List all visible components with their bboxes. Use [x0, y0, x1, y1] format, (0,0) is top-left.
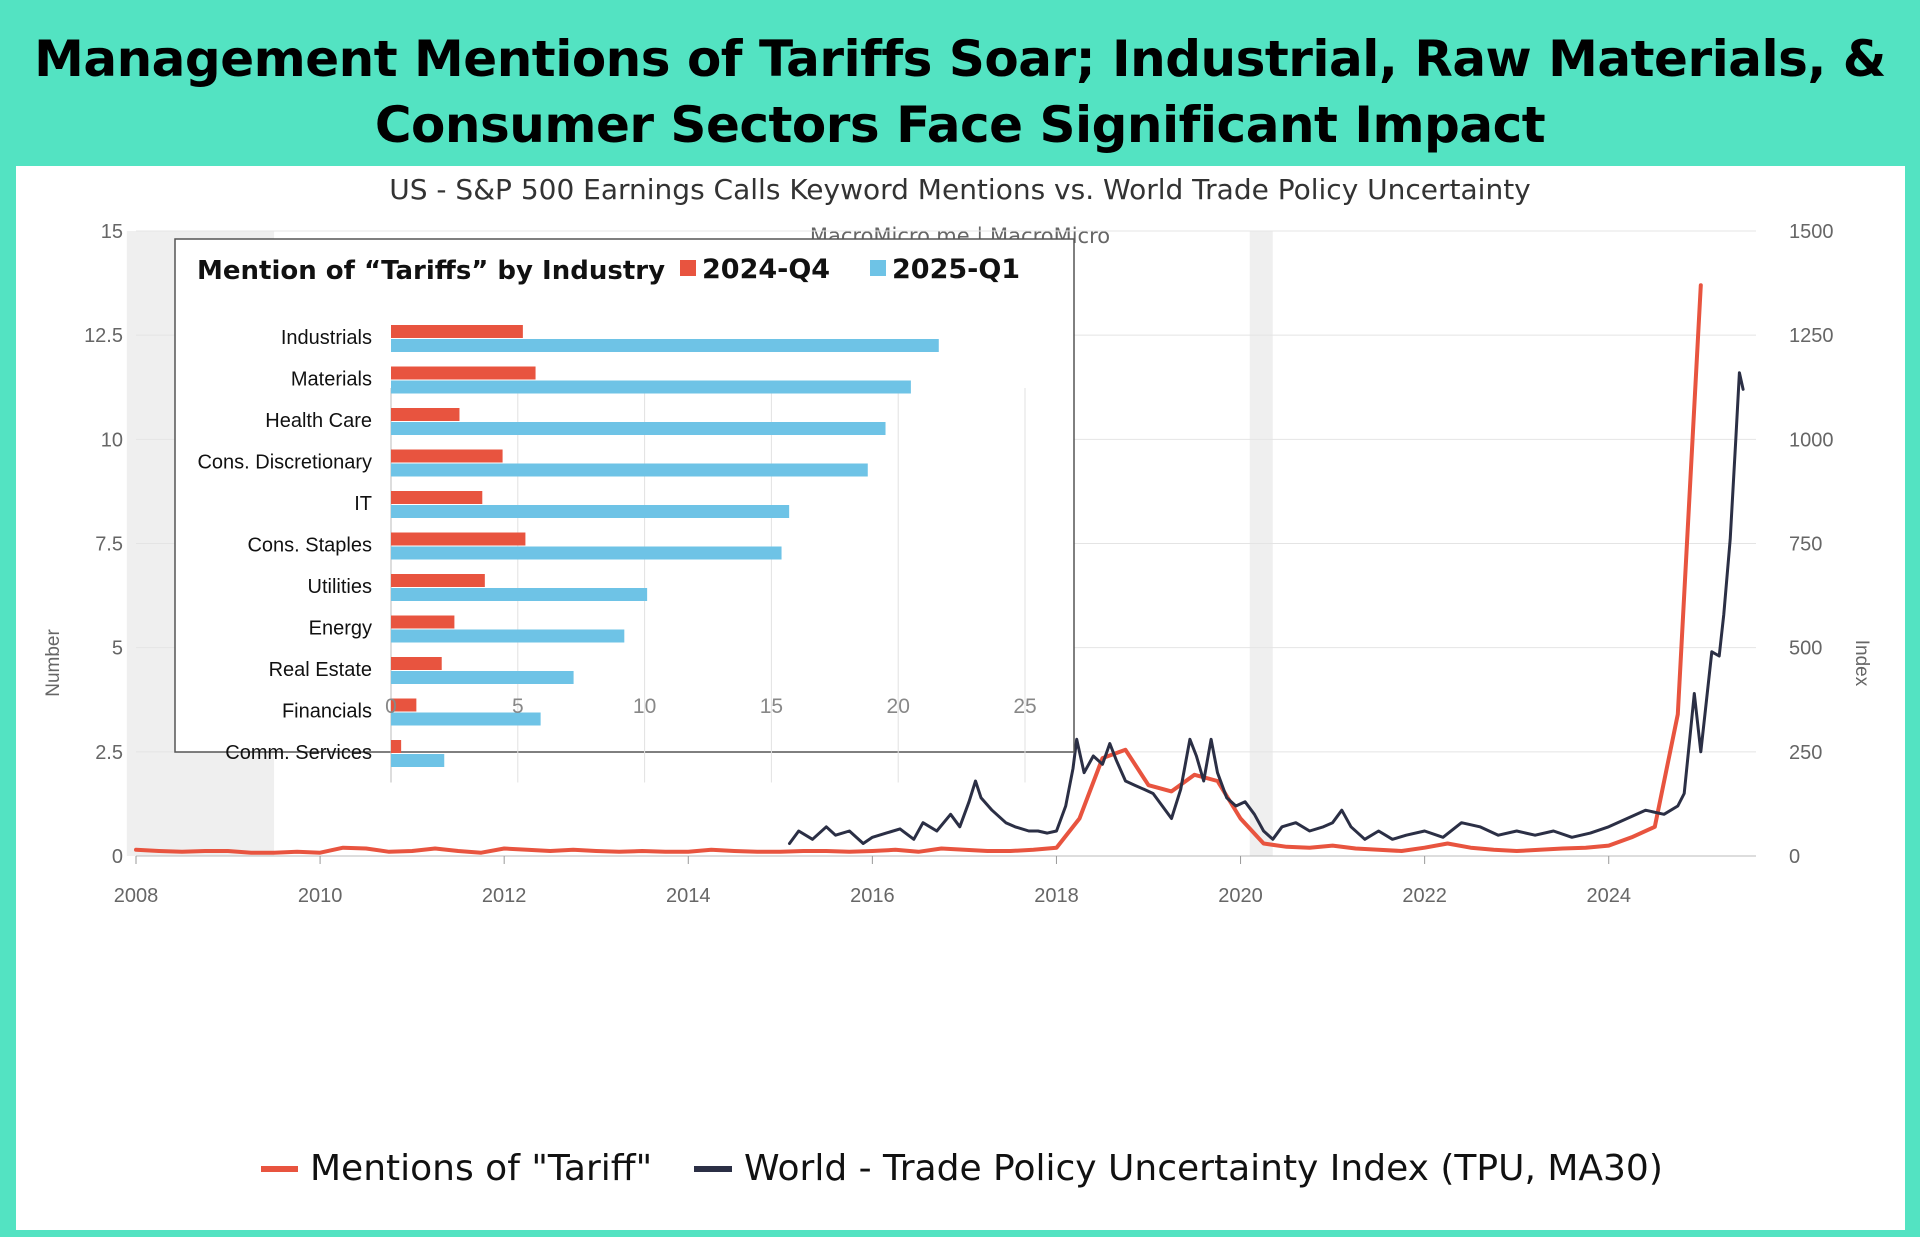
bar-2024-q4: [391, 740, 402, 753]
inset-x-tick-label: 0: [385, 695, 397, 718]
category-label: IT: [354, 493, 372, 515]
x-tick-label: 2022: [1402, 885, 1447, 907]
y-tick-left: 7.5: [95, 534, 123, 556]
industry-inset-chart: Mention of “Tariffs” by Industry 2024-Q4…: [174, 238, 1075, 783]
bar-2025-q1: [391, 380, 911, 394]
chart-legend: Mentions of "Tariff" World - Trade Polic…: [261, 1148, 1663, 1189]
inset-x-tick-label: 5: [512, 695, 524, 718]
bar-2025-q1: [391, 671, 574, 684]
legend-label-2024-q4: 2024-Q4: [702, 254, 830, 285]
bar-2025-q1: [391, 422, 886, 435]
x-tick-label: 2008: [114, 885, 159, 907]
x-tick-label: 2010: [298, 885, 343, 907]
category-label: Real Estate: [269, 659, 372, 681]
bar-2025-q1: [391, 505, 790, 518]
bar-2024-q4: [391, 449, 503, 463]
y-axis-left-label: Number: [43, 629, 64, 697]
category-label: Comm. Services: [225, 742, 372, 764]
bar-2024-q4: [391, 325, 523, 338]
y-tick-left: 5: [112, 638, 123, 660]
category-label: Materials: [291, 369, 372, 391]
inset-bars: [391, 325, 939, 767]
bar-2025-q1: [391, 712, 541, 726]
title-banner: Management Mentions of Tariffs Soar; Ind…: [0, 0, 1920, 165]
bar-2024-q4: [391, 615, 455, 629]
bar-2025-q1: [391, 588, 648, 601]
y-tick-right: 0: [1789, 846, 1800, 868]
y-tick-right: 1250: [1789, 325, 1834, 347]
inset-x-tick-label: 10: [633, 695, 656, 718]
y-tick-left: 0: [112, 846, 123, 868]
headline-line-2: Consumer Sectors Face Significant Impact: [374, 96, 1546, 154]
x-tick-label: 2012: [482, 885, 527, 907]
category-label: Financials: [282, 701, 372, 723]
bar-2024-q4: [391, 408, 460, 421]
x-tick-label: 2014: [666, 885, 711, 907]
chart-svg: US - S&P 500 Earnings Calls Keyword Ment…: [43, 173, 1872, 1189]
bar-2024-q4: [391, 574, 485, 587]
legend-swatch-2024-q4: [680, 260, 696, 276]
y-tick-right: 250: [1789, 742, 1822, 764]
category-label: Cons. Discretionary: [197, 452, 372, 474]
category-label: Cons. Staples: [247, 535, 372, 557]
chart-title: US - S&P 500 Earnings Calls Keyword Ment…: [389, 173, 1531, 206]
bar-2024-q4: [391, 491, 483, 504]
y-axis-right-label: Index: [1851, 640, 1872, 687]
bar-2024-q4: [391, 532, 526, 546]
tpu-index-line: [788, 371, 1745, 845]
y-tick-right: 1500: [1789, 221, 1834, 243]
x-tick-label: 2024: [1586, 885, 1631, 907]
y-tick-left: 10: [101, 429, 123, 451]
y-tick-left: 2.5: [95, 742, 123, 764]
legend-tpu-label: World - Trade Policy Uncertainty Index (…: [744, 1148, 1663, 1189]
y-tick-left: 12.5: [84, 325, 123, 347]
x-tick-label: 2016: [850, 885, 895, 907]
category-label: Utilities: [308, 576, 372, 598]
bar-2025-q1: [391, 754, 445, 767]
axes: 02.557.51012.515025050075010001250150020…: [84, 221, 1833, 907]
tariff-mentions-line: [134, 283, 1703, 855]
bar-2024-q4: [391, 366, 536, 380]
chart-panel: US - S&P 500 Earnings Calls Keyword Ment…: [16, 166, 1905, 1230]
category-label: Energy: [309, 618, 372, 640]
bar-2024-q4: [391, 698, 417, 712]
inset-x-tick-label: 15: [760, 695, 783, 718]
bar-2025-q1: [391, 629, 625, 643]
y-tick-left: 15: [101, 221, 123, 243]
legend-tariff-label: Mentions of "Tariff": [310, 1148, 652, 1189]
y-tick-right: 500: [1789, 638, 1822, 660]
headline-line-1: Management Mentions of Tariffs Soar; Ind…: [34, 30, 1886, 88]
inset-frame: [174, 238, 1075, 753]
bar-2025-q1: [391, 339, 939, 352]
legend-label-2025-q1: 2025-Q1: [892, 254, 1020, 285]
category-label: Industrials: [281, 327, 372, 349]
tpu-series: [788, 371, 1745, 845]
bar-2024-q4: [391, 657, 442, 670]
y-tick-right: 1000: [1789, 429, 1834, 451]
inset-x-ticks: 0 5 10 15 20 25: [385, 695, 1037, 718]
tariff-series: [134, 283, 1703, 855]
y-tick-right: 750: [1789, 534, 1822, 556]
x-tick-label: 2018: [1034, 885, 1079, 907]
inset-category-labels: Industrials Materials Health Care Cons. Dis…: [197, 327, 372, 764]
inset-title: Mention of “Tariffs” by Industry: [197, 256, 665, 286]
bar-2025-q1: [391, 546, 782, 560]
inset-x-tick-label: 20: [887, 695, 910, 718]
headline: Management Mentions of Tariffs Soar; Ind…: [0, 0, 1920, 158]
category-label: Health Care: [265, 410, 372, 432]
legend-swatch-2025-q1: [870, 260, 886, 276]
x-tick-label: 2020: [1218, 885, 1263, 907]
inset-x-tick-label: 25: [1013, 695, 1036, 718]
bar-2025-q1: [391, 463, 868, 477]
